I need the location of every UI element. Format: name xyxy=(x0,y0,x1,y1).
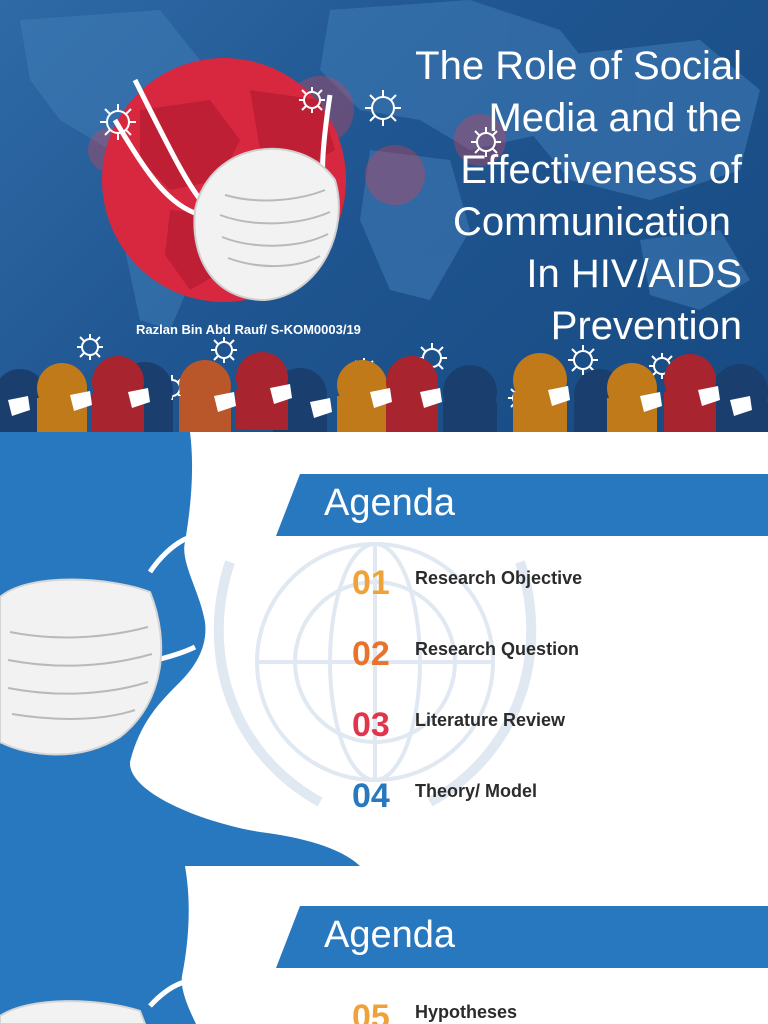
slide-illustration xyxy=(0,432,537,866)
agenda-item-number: 04 xyxy=(352,777,390,815)
title-line: In HIV/AIDS xyxy=(526,252,742,296)
slide-illustration xyxy=(0,866,203,1024)
head-silhouette xyxy=(0,432,360,866)
agenda-item-label: Theory/ Model xyxy=(415,781,538,801)
title-line: Media and the xyxy=(488,96,742,140)
agenda-item-number: 05 xyxy=(352,998,390,1024)
agenda-item-number: 02 xyxy=(352,635,390,673)
agenda-item-label: Research Question xyxy=(415,639,580,659)
title-line: The Role of Social xyxy=(415,44,742,88)
face-mask-illustration xyxy=(112,78,340,302)
agenda-slide-1: Agenda 01 Research Objective 02 Research… xyxy=(0,432,768,866)
agenda-item-label: Research Objective xyxy=(415,568,583,588)
who-emblem-watermark xyxy=(213,542,537,807)
presentation-title: The Role of Social Media and the Effecti… xyxy=(382,40,742,352)
agenda-slide-2: Agenda 05 Hypotheses xyxy=(0,866,768,1024)
title-line: Prevention xyxy=(550,304,742,348)
agenda-heading: Agenda xyxy=(324,482,456,524)
title-line: Effectiveness of xyxy=(460,148,742,192)
world-map-background xyxy=(0,0,768,432)
agenda-heading: Agenda xyxy=(324,914,456,956)
crowd-silhouettes xyxy=(0,352,768,432)
head-silhouette xyxy=(0,866,196,1024)
title-slide: The Role of Social Media and the Effecti… xyxy=(0,0,768,432)
agenda-item-label: Literature Review xyxy=(415,710,566,730)
agenda-banner: Agenda xyxy=(276,906,768,968)
face-mask-icon xyxy=(0,578,163,756)
agenda-item-number: 01 xyxy=(352,564,390,602)
title-line: Communication xyxy=(452,200,742,244)
agenda-item-label: Hypotheses xyxy=(415,1002,518,1022)
face-mask-icon xyxy=(0,1000,147,1024)
author-credit: Razlan Bin Abd Rauf/ S-KOM0003/19 xyxy=(136,322,361,337)
agenda-banner: Agenda xyxy=(276,474,768,536)
agenda-item-number: 03 xyxy=(352,706,390,744)
